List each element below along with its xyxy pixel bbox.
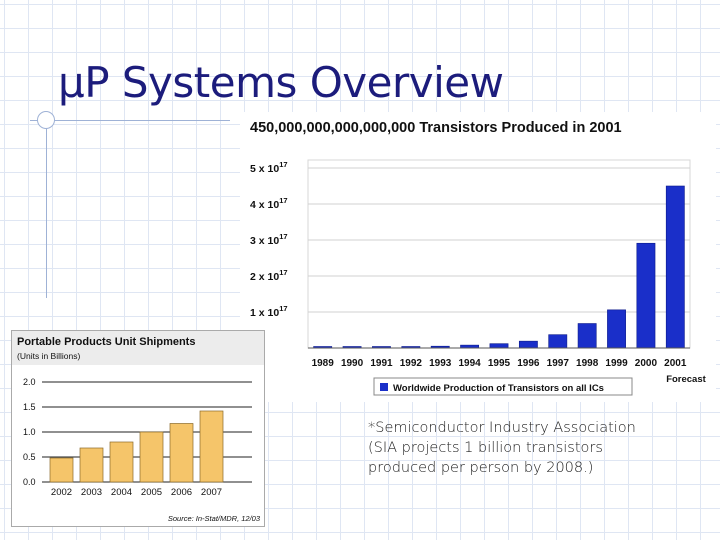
x-tick-label: 2004 (111, 487, 132, 498)
shipment-bar (169, 423, 194, 483)
x-tick-label: 1990 (341, 358, 364, 369)
title-decor-vline (46, 112, 47, 298)
legend-swatch (380, 383, 388, 391)
transistor-chart: 450,000,000,000,000,000 Transistors Prod… (250, 120, 707, 396)
transistor-bar (607, 309, 626, 349)
transistor-bar (548, 334, 568, 349)
x-tick-label: 2005 (141, 487, 162, 498)
transistor-chart-panel: 450,000,000,000,000,000 Transistors Prod… (240, 112, 716, 402)
x-tick-label: 2001 (664, 358, 687, 369)
transistor-bar (577, 323, 597, 349)
shipment-bar (139, 431, 164, 483)
y-tick-label: 3 x 1017 (250, 232, 288, 247)
x-tick-label: 1989 (312, 358, 335, 369)
shipment-bar (49, 457, 74, 483)
y-tick-label: 1.0 (23, 427, 36, 437)
y-tick-label: 4 x 1017 (250, 196, 288, 211)
y-tick-label: 2 x 1017 (250, 268, 288, 283)
x-tick-label: 1996 (517, 358, 540, 369)
y-tick-label: 1.5 (23, 402, 36, 412)
x-tick-label: 2006 (171, 487, 192, 498)
x-tick-label: 1997 (547, 358, 570, 369)
x-tick-label: 1998 (576, 358, 599, 369)
chart-title: 450,000,000,000,000,000 Transistors Prod… (250, 120, 622, 136)
legend-label: Worldwide Production of Transistors on a… (393, 383, 604, 394)
y-tick-label: 1 x 1017 (250, 304, 288, 319)
y-tick-label: 0.5 (23, 452, 36, 462)
shipment-bar (109, 441, 134, 483)
x-tick-label: 1991 (370, 358, 393, 369)
x-tick-label: 2002 (51, 487, 72, 498)
forecast-label: Forecast (666, 374, 706, 385)
legend-box (373, 377, 633, 396)
chart-subtitle: (Units in Billions) (17, 351, 80, 361)
y-tick-label: 0.0 (23, 477, 36, 487)
note-line: (SIA projects 1 billion transistors (368, 440, 603, 456)
note-line: *Semiconductor Industry Association (368, 420, 636, 436)
x-tick-label: 1995 (488, 358, 511, 369)
note-line: produced per person by 2008.) (368, 460, 594, 476)
shipments-chart: Portable Products Unit Shipments (Units i… (12, 331, 264, 523)
chart-title: Portable Products Unit Shipments (17, 336, 195, 348)
transistor-bar (636, 242, 656, 349)
sia-note: *Semiconductor Industry Association (SIA… (368, 418, 698, 478)
y-tick-label: 5 x 1017 (250, 160, 288, 175)
chart-header (12, 331, 264, 365)
x-tick-label: 2003 (81, 487, 102, 498)
transistor-bar (518, 340, 538, 349)
x-tick-label: 1999 (605, 358, 628, 369)
plot-area (307, 159, 691, 349)
slide-title: μP Systems Overview (58, 58, 504, 107)
shipments-chart-panel: Portable Products Unit Shipments (Units i… (11, 330, 265, 527)
y-tick-label: 2.0 (23, 377, 36, 387)
chart-source: Source: In-Stat/MDR, 12/03 (168, 514, 261, 523)
title-decor-circle (37, 111, 55, 129)
shipment-bar (79, 447, 104, 483)
corner-box (600, 0, 720, 66)
transistor-bar (489, 343, 509, 349)
transistor-bar (665, 185, 685, 349)
x-tick-label: 2000 (635, 358, 658, 369)
x-tick-label: 1992 (400, 358, 423, 369)
x-tick-label: 2007 (201, 487, 222, 498)
x-tick-label: 1994 (458, 358, 481, 369)
x-tick-label: 1993 (429, 358, 452, 369)
title-decor-hline (30, 120, 230, 121)
shipment-bar (199, 410, 224, 483)
